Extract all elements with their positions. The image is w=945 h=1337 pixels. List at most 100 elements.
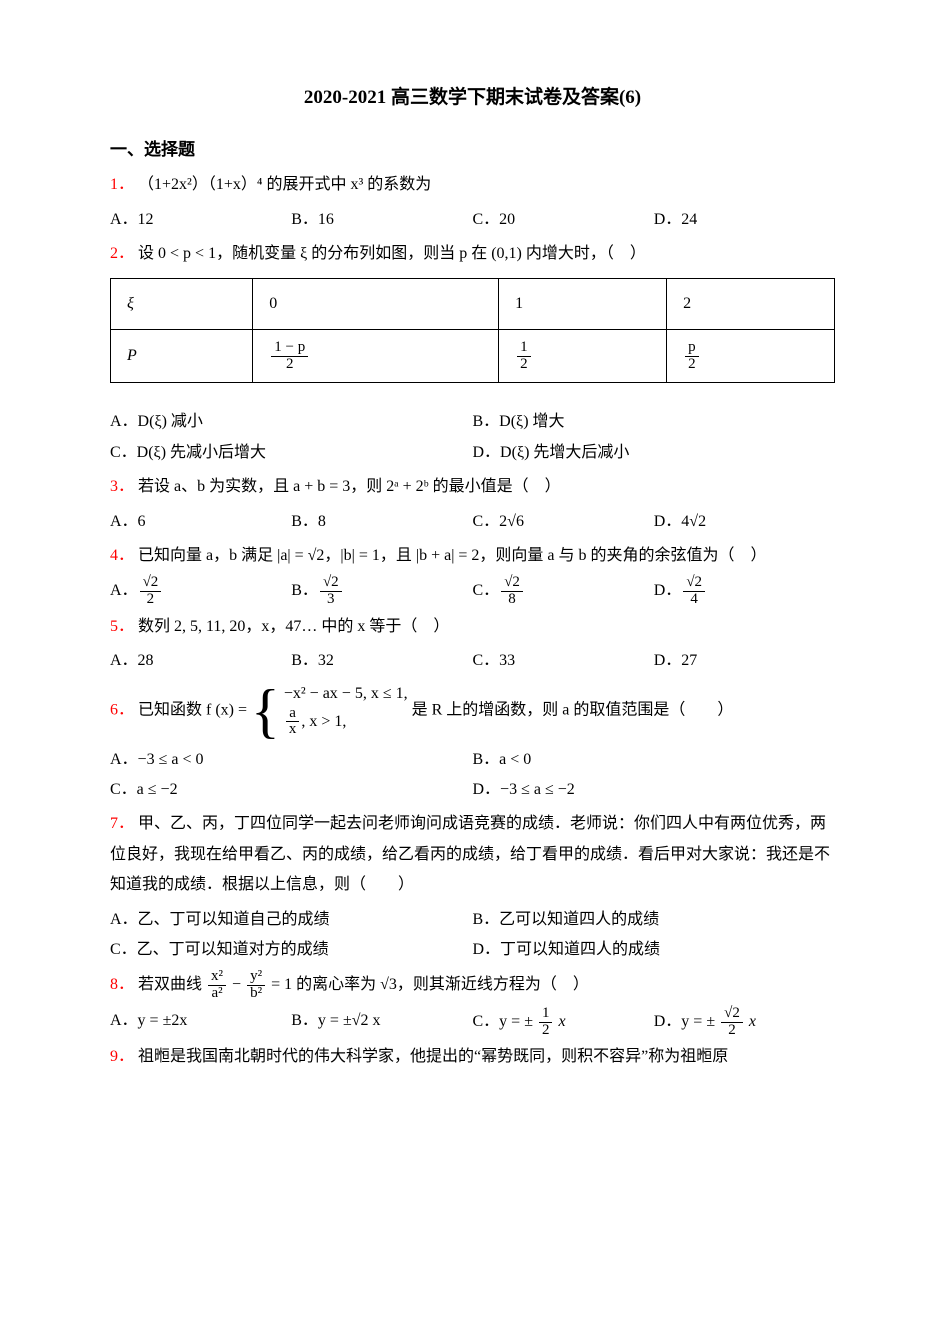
- q8-opt-b: B．y = ±√2 x: [291, 1006, 472, 1039]
- q6-number: 6．: [110, 701, 134, 718]
- q8-opt-c: C．y = ± 12 x: [473, 1006, 654, 1039]
- tbl-r1c4: 2: [667, 278, 835, 329]
- q9-number: 9．: [110, 1048, 134, 1065]
- q6-pre: 已知函数 f (x) =: [138, 701, 251, 718]
- question-7: 7． 甲、乙、丙，丁四位同学一起去问老师询问成语竞赛的成绩．老师说：你们四人中有…: [110, 809, 835, 900]
- q4-text: 已知向量 a，b 满足 |a| = √2，|b| = 1，且 |b + a| =…: [138, 547, 767, 564]
- fraction-den: b²: [247, 986, 265, 1002]
- page-title: 2020-2021 高三数学下期末试卷及答案(6): [110, 80, 835, 116]
- q3-opt-d: D．4√2: [654, 507, 835, 537]
- tbl-r2c4: p2: [667, 329, 835, 383]
- q6-post: 是 R 上的增函数，则 a 的取值范围是（ ）: [412, 701, 734, 718]
- q8-options: A．y = ±2x B．y = ±√2 x C．y = ± 12 x D．y =…: [110, 1006, 835, 1039]
- q5-opt-a: A．28: [110, 646, 291, 676]
- q8d-pre: D．y = ±: [654, 1013, 719, 1030]
- fraction-den: 2: [721, 1023, 743, 1039]
- q3-opt-a: A．6: [110, 507, 291, 537]
- q1-opt-c: C．20: [473, 205, 654, 235]
- q5-opt-b: B．32: [291, 646, 472, 676]
- q4-opt-a: A．√22: [110, 575, 291, 608]
- q6-opt-b: B．a < 0: [473, 745, 836, 775]
- question-3: 3． 若设 a、b 为实数，且 a + b = 3，则 2ᵃ + 2ᵇ 的最小值…: [110, 472, 835, 502]
- tbl-r1c3: 1: [499, 278, 667, 329]
- q3-number: 3．: [110, 478, 134, 495]
- tbl-r1c1: ξ: [111, 278, 253, 329]
- q2-opt-d: D．D(ξ) 先增大后减小: [473, 438, 836, 468]
- q7-options: A．乙、丁可以知道自己的成绩 B．乙可以知道四人的成绩 C．乙、丁可以知道对方的…: [110, 905, 835, 966]
- fraction-den: a²: [208, 986, 226, 1002]
- piecewise-icon: { −x² − ax − 5, x ≤ 1, ax, x > 1,: [251, 681, 408, 741]
- fraction-den: 2: [685, 357, 699, 373]
- fraction-num: 1: [517, 340, 531, 357]
- tbl-r1c2: 0: [253, 278, 499, 329]
- q7-opt-a: A．乙、丁可以知道自己的成绩: [110, 905, 473, 935]
- fraction-den: 2: [539, 1023, 553, 1039]
- q1-opt-d: D．24: [654, 205, 835, 235]
- q1-opt-a: A．12: [110, 205, 291, 235]
- q7-number: 7．: [110, 815, 134, 832]
- q1-number: 1．: [110, 176, 134, 193]
- brace-icon: {: [251, 681, 280, 741]
- q4-opt-c: C．√28: [473, 575, 654, 608]
- q4-options: A．√22 B．√23 C．√28 D．√24: [110, 575, 835, 608]
- q8-number: 8．: [110, 976, 134, 993]
- fraction-num: √2: [501, 575, 523, 592]
- q6-case1: −x² − ax − 5, x ≤ 1,: [284, 685, 408, 702]
- fraction-num: √2: [320, 575, 342, 592]
- q2-number: 2．: [110, 245, 134, 262]
- question-5: 5． 数列 2, 5, 11, 20，x，47… 中的 x 等于（ ）: [110, 612, 835, 642]
- q8-mid: −: [232, 976, 245, 993]
- q4-number: 4．: [110, 547, 134, 564]
- q3-text: 若设 a、b 为实数，且 a + b = 3，则 2ᵃ + 2ᵇ 的最小值是（ …: [138, 478, 561, 495]
- q5-text: 数列 2, 5, 11, 20，x，47… 中的 x 等于（ ）: [138, 618, 449, 635]
- q3-opt-b: B．8: [291, 507, 472, 537]
- q3-opt-c: C．2√6: [473, 507, 654, 537]
- q8-post: = 1 的离心率为 √3，则其渐近线方程为（ ）: [271, 976, 589, 993]
- fraction-num: √2: [721, 1006, 743, 1023]
- q6-opt-c: C．a ≤ −2: [110, 775, 473, 805]
- q8d-post: x: [745, 1013, 756, 1030]
- fraction-num: 1: [539, 1006, 553, 1023]
- q6-opt-a: A．−3 ≤ a < 0: [110, 745, 473, 775]
- q7-text: 甲、乙、丙，丁四位同学一起去问老师询问成语竞赛的成绩．老师说：你们四人中有两位优…: [110, 815, 830, 893]
- fraction-den: 3: [320, 592, 342, 608]
- q5-opt-c: C．33: [473, 646, 654, 676]
- fraction-den: 2: [517, 357, 531, 373]
- fraction-den: 4: [683, 592, 705, 608]
- q2-text: 设 0 < p < 1，随机变量 ξ 的分布列如图，则当 p 在 (0,1) 内…: [138, 245, 646, 262]
- question-9: 9． 祖暅是我国南北朝时代的伟大科学家，他提出的“幂势既同，则积不容异”称为祖暅…: [110, 1042, 835, 1072]
- q5-number: 5．: [110, 618, 134, 635]
- fraction-num: a: [286, 706, 300, 723]
- q1-text: （1+2x²）（1+x）⁴ 的展开式中 x³ 的系数为: [138, 176, 431, 193]
- q8c-post: x: [554, 1013, 565, 1030]
- q4-opt-d: D．√24: [654, 575, 835, 608]
- question-1: 1． （1+2x²）（1+x）⁴ 的展开式中 x³ 的系数为: [110, 170, 835, 200]
- tbl-r2c1: P: [111, 329, 253, 383]
- question-4: 4． 已知向量 a，b 满足 |a| = √2，|b| = 1，且 |b + a…: [110, 541, 835, 571]
- q9-text: 祖暅是我国南北朝时代的伟大科学家，他提出的“幂势既同，则积不容异”称为祖暅原: [138, 1048, 728, 1065]
- q1-options: A．12 B．16 C．20 D．24: [110, 205, 835, 235]
- q2-opt-b: B．D(ξ) 增大: [473, 407, 836, 437]
- q8-opt-a: A．y = ±2x: [110, 1006, 291, 1039]
- q8c-pre: C．y = ±: [473, 1013, 537, 1030]
- fraction-num: p: [685, 340, 699, 357]
- q2-options: A．D(ξ) 减小 B．D(ξ) 增大 C．D(ξ) 先减小后增大 D．D(ξ)…: [110, 407, 835, 468]
- q8-pre: 若双曲线: [138, 976, 206, 993]
- q4-opt-b: B．√23: [291, 575, 472, 608]
- q7-opt-c: C．乙、丁可以知道对方的成绩: [110, 935, 473, 965]
- fraction-den: 2: [140, 592, 162, 608]
- tbl-r2c3: 12: [499, 329, 667, 383]
- q5-options: A．28 B．32 C．33 D．27: [110, 646, 835, 676]
- q1-opt-b: B．16: [291, 205, 472, 235]
- fraction-den: 2: [271, 357, 308, 373]
- q3-options: A．6 B．8 C．2√6 D．4√2: [110, 507, 835, 537]
- q2-table: ξ 0 1 2 P 1 − p2 12 p2: [110, 278, 835, 384]
- question-6: 6． 已知函数 f (x) = { −x² − ax − 5, x ≤ 1, a…: [110, 681, 835, 741]
- fraction-num: y²: [247, 969, 265, 986]
- tbl-r2c2: 1 − p2: [253, 329, 499, 383]
- question-2: 2． 设 0 < p < 1，随机变量 ξ 的分布列如图，则当 p 在 (0,1…: [110, 239, 835, 269]
- q6-case2-tail: , x > 1,: [301, 713, 346, 730]
- fraction-num: x²: [208, 969, 226, 986]
- q6-opt-d: D．−3 ≤ a ≤ −2: [473, 775, 836, 805]
- section-heading: 一、选择题: [110, 134, 835, 166]
